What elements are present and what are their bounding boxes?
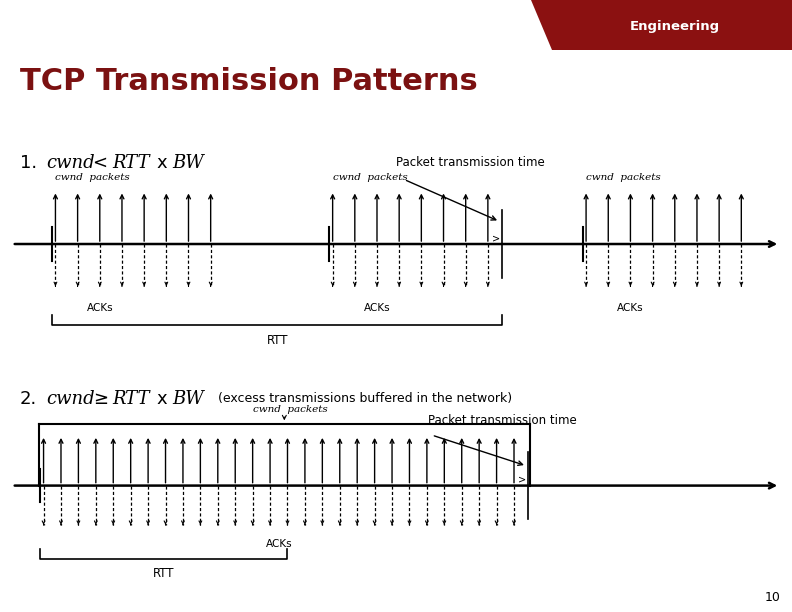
- Polygon shape: [531, 0, 792, 50]
- Text: Packet transmission time: Packet transmission time: [428, 414, 577, 428]
- Text: cwnd  packets: cwnd packets: [333, 173, 407, 182]
- Text: TCP Transmission Patterns: TCP Transmission Patterns: [20, 67, 478, 96]
- Text: (excess transmissions buffered in the network): (excess transmissions buffered in the ne…: [218, 392, 512, 405]
- Text: RTT: RTT: [153, 567, 175, 580]
- Text: cwnd  packets: cwnd packets: [586, 173, 661, 182]
- Text: ACKs: ACKs: [617, 303, 644, 313]
- Text: RTT: RTT: [266, 334, 288, 347]
- Text: BW: BW: [173, 389, 204, 408]
- Text: Packet transmission time: Packet transmission time: [396, 156, 545, 169]
- Text: x: x: [157, 154, 167, 171]
- Text: Engineering: Engineering: [630, 20, 719, 32]
- Text: ≥: ≥: [93, 389, 109, 408]
- Text: 10: 10: [764, 591, 780, 603]
- Text: >: >: [518, 475, 526, 485]
- Text: BW: BW: [173, 154, 204, 171]
- Text: ACKs: ACKs: [265, 539, 292, 549]
- Text: cwnd: cwnd: [46, 154, 94, 171]
- Text: 1.: 1.: [20, 154, 37, 171]
- Text: >: >: [492, 233, 500, 244]
- Text: RTT: RTT: [112, 389, 150, 408]
- Text: x: x: [157, 389, 167, 408]
- Text: cwnd  packets: cwnd packets: [253, 405, 327, 414]
- Text: cwnd  packets: cwnd packets: [55, 173, 130, 182]
- Text: ACKs: ACKs: [86, 303, 113, 313]
- Text: Washington University in St. Louis: Washington University in St. Louis: [20, 18, 226, 32]
- Text: <: <: [93, 154, 114, 171]
- Text: RTT: RTT: [112, 154, 150, 171]
- Text: cwnd: cwnd: [46, 389, 94, 408]
- Text: 2.: 2.: [20, 389, 37, 408]
- Text: ACKs: ACKs: [364, 303, 390, 313]
